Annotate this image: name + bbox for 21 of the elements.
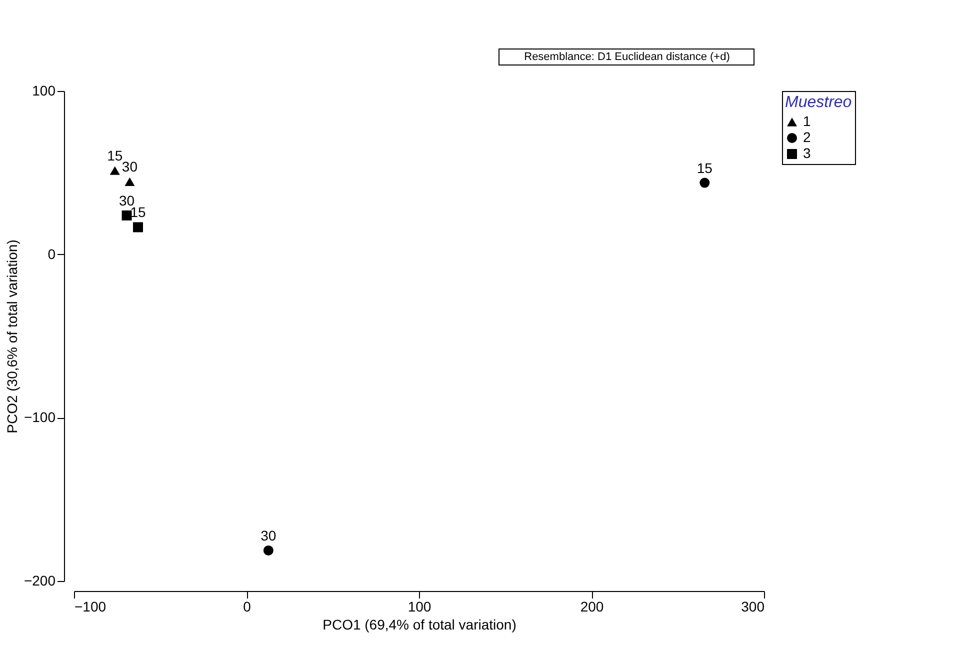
y-tick-label: 100 <box>32 82 56 98</box>
annotation: 30 <box>122 158 138 175</box>
x-tick-label: 0 <box>243 598 252 614</box>
text: Resemblance: D1 Euclidean distance (+d) <box>524 51 730 63</box>
legend-label: 1 <box>803 113 811 129</box>
annotation: 30 <box>260 527 276 544</box>
annotation: 15 <box>696 160 713 176</box>
y-tick-label: −100 <box>24 409 56 426</box>
legend-title: Muestreo <box>785 94 852 111</box>
annotation: 30 <box>118 192 135 208</box>
x-tick-label: 300 <box>741 598 765 614</box>
x-tick-label: 100 <box>408 598 432 614</box>
x-tick-label: 200 <box>580 598 604 614</box>
annotation: 15 <box>107 148 123 164</box>
y-axis-title: PCO2 (30,6% of total variation) <box>4 240 20 434</box>
legend-label: 2 <box>803 129 811 145</box>
x-tick-label: −100 <box>74 598 106 614</box>
legend-label: 3 <box>803 145 811 161</box>
y-tick-label: 0 <box>48 246 56 262</box>
x-axis-title: PCO1 (69,4% of total variation) <box>322 616 516 632</box>
y-tick-label: −200 <box>24 572 56 588</box>
